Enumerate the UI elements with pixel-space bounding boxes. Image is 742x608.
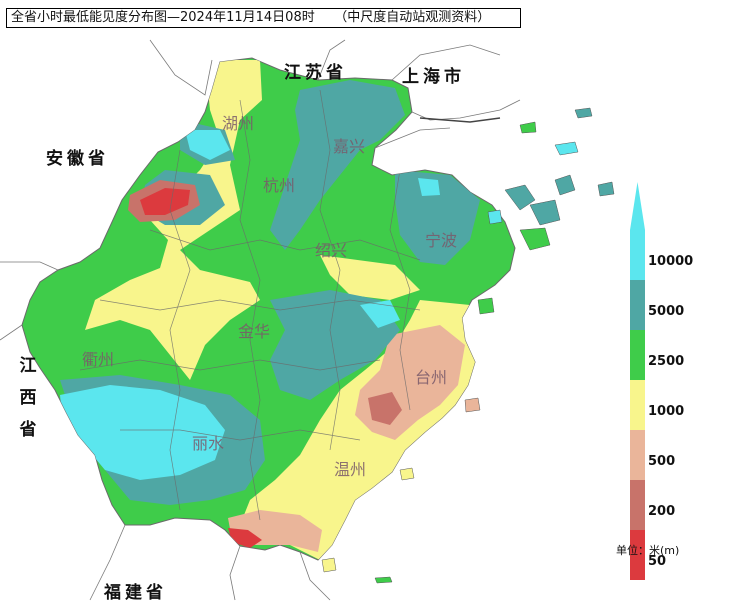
city-wenzhou: 温州 [334, 460, 367, 479]
neighbor-boundaries [0, 39, 521, 601]
legend-swatch-1000 [630, 380, 645, 430]
label-jiangxi-3: 省 [19, 420, 37, 440]
city-jinhua: 金华 [238, 322, 271, 341]
label-anhui: 安徽省 [46, 149, 109, 169]
legend-label-2500: 2500 [648, 354, 685, 369]
label-shanghai: 上海市 [402, 67, 465, 87]
legend-swatch-5000 [630, 280, 645, 330]
legend-swatch-50 [630, 530, 645, 580]
legend-swatch-10000 [630, 230, 645, 280]
legend-swatch-500 [630, 430, 645, 480]
area-10000 [185, 130, 230, 160]
legend-label-50: 50 [648, 554, 667, 569]
legend-swatch-200 [630, 480, 645, 530]
city-huzhou: 湖州 [222, 114, 255, 133]
legend-label-1000: 1000 [648, 404, 685, 419]
shanghai-coast [419, 117, 501, 123]
label-jiangxi-2: 西 [19, 388, 37, 408]
visibility-fill-areas [60, 60, 480, 560]
area-10000 [360, 300, 400, 328]
legend-label-5000: 5000 [648, 304, 685, 319]
city-lishui: 丽水 [192, 434, 225, 453]
legend-unit: 单位：米(m) [616, 544, 680, 557]
islands [321, 107, 615, 584]
area-5000 [395, 170, 480, 265]
legend-label-10000: 10000 [648, 254, 694, 269]
label-fujian: 福建省 [104, 583, 167, 603]
legend-arrow-top [630, 182, 645, 230]
legend-label-200: 200 [648, 504, 676, 519]
area-10000 [60, 385, 225, 480]
area-5000 [270, 80, 405, 250]
city-ningbo: 宁波 [425, 231, 458, 250]
area-10000 [418, 178, 440, 196]
map-title: 全省小时最低能见度分布图—2024年11月14日08时 （中尺度自动站观测资料） [6, 8, 521, 28]
area-200 [368, 392, 402, 425]
city-shaoxing: 绍兴 [315, 241, 348, 260]
area-5000 [270, 290, 400, 400]
county-boundaries [79, 89, 421, 521]
label-jiangxi-1: 江 [19, 356, 37, 376]
city-taizhou: 台州 [415, 368, 448, 387]
city-jiaxing: 嘉兴 [333, 137, 366, 156]
area-50 [140, 188, 190, 215]
legend-label-500: 500 [648, 454, 676, 469]
city-hangzhou: 杭州 [263, 176, 296, 195]
area-1000 [320, 255, 420, 300]
legend-swatch-2500 [630, 330, 645, 380]
label-jiangsu: 江苏省 [284, 63, 347, 83]
city-quzhou: 衢州 [82, 350, 115, 369]
visibility-legend [630, 182, 645, 580]
